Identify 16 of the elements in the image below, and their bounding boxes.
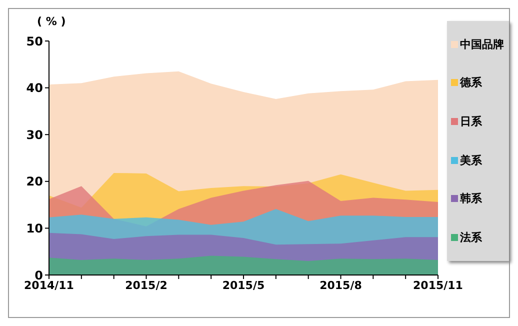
- legend-label: 韩系: [460, 191, 482, 206]
- y-axis-title: ( % ): [37, 15, 66, 28]
- x-tick-label: 2015/11: [413, 278, 463, 292]
- y-tick-label: 10: [26, 221, 43, 236]
- legend-label: 日系: [460, 114, 482, 130]
- y-tick-label: 40: [26, 81, 43, 96]
- legend-label: 法系: [460, 230, 482, 246]
- y-tick-label: 50: [26, 34, 43, 48]
- legend-label: 德系: [460, 75, 482, 90]
- legend-label: 中国品牌: [460, 36, 504, 52]
- y-tick-label: 20: [26, 174, 43, 189]
- x-tick-label: 2015/2: [125, 278, 168, 292]
- x-tick-label: 2015/5: [222, 278, 265, 292]
- x-tick-label: 2015/8: [320, 278, 362, 292]
- legend-label: 美系: [460, 152, 482, 168]
- y-tick-label: 30: [26, 128, 43, 142]
